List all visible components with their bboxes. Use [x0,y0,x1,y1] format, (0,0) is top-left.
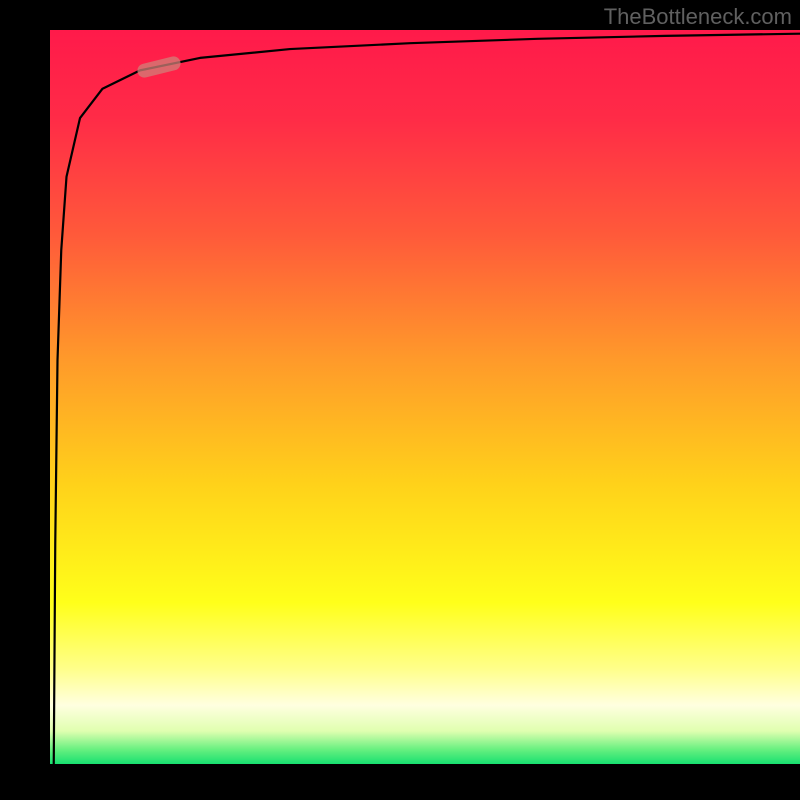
border-bottom [0,764,800,800]
plot-area [50,30,800,764]
border-left [0,0,50,800]
chart-frame: TheBottleneck.com [0,0,800,800]
curve [50,30,800,764]
attribution: TheBottleneck.com [604,4,792,30]
